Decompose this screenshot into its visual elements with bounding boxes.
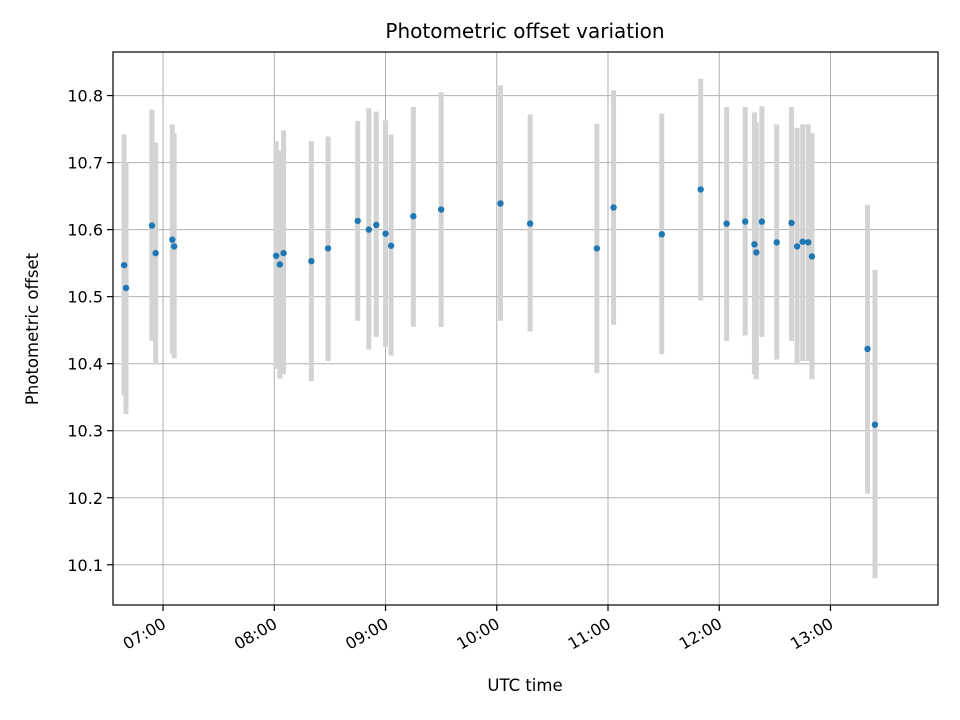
- data-point: [308, 257, 315, 265]
- data-point: [871, 421, 879, 428]
- data-point: [697, 186, 704, 193]
- data-point: [148, 222, 156, 229]
- data-point: [758, 218, 766, 225]
- data-point: [723, 220, 730, 227]
- data-point: [437, 206, 445, 213]
- y-tick-label: 10.2: [67, 489, 103, 508]
- data-point: [805, 239, 812, 246]
- data-point: [864, 345, 871, 353]
- y-tick-label: 10.4: [67, 355, 103, 374]
- data-point: [751, 241, 758, 248]
- y-tick-label: 10.6: [67, 221, 103, 240]
- data-point: [793, 243, 801, 250]
- data-point: [373, 221, 380, 229]
- data-points: [120, 186, 879, 428]
- data-point: [280, 249, 287, 257]
- data-point: [387, 242, 395, 249]
- y-tick-label: 10.5: [67, 288, 103, 307]
- y-axis-label: Photometric offset: [23, 252, 42, 405]
- data-point: [773, 239, 780, 246]
- data-point: [753, 249, 760, 256]
- data-point: [152, 249, 159, 257]
- data-point: [122, 284, 130, 292]
- data-point: [410, 213, 417, 220]
- data-point: [272, 252, 280, 259]
- plot-frame: [112, 51, 939, 606]
- data-point: [170, 243, 178, 250]
- x-axis-label: UTC time: [487, 676, 562, 695]
- y-tick-label: 10.8: [67, 87, 103, 106]
- data-point: [610, 204, 617, 211]
- data-point: [808, 253, 816, 260]
- data-point: [526, 220, 534, 227]
- y-tick-label: 10.3: [67, 422, 103, 441]
- y-tick-label: 10.7: [67, 154, 103, 173]
- data-point: [382, 230, 389, 237]
- data-point: [120, 261, 128, 269]
- data-point: [365, 226, 373, 233]
- data-point: [354, 217, 361, 225]
- data-point: [324, 245, 332, 252]
- y-tick-label: 10.1: [67, 556, 103, 575]
- data-point: [658, 231, 665, 238]
- data-point: [276, 261, 284, 268]
- y-axis-ticks: 10.1 10.2 10.3 10.4 10.5 10.6 10.7 10.8: [67, 87, 113, 575]
- data-point: [788, 219, 795, 227]
- data-point: [741, 218, 749, 225]
- data-point: [593, 245, 601, 252]
- chart-title: Photometric offset variation: [385, 19, 664, 43]
- data-point: [169, 236, 176, 243]
- data-point: [497, 200, 504, 207]
- data-point: [799, 238, 806, 245]
